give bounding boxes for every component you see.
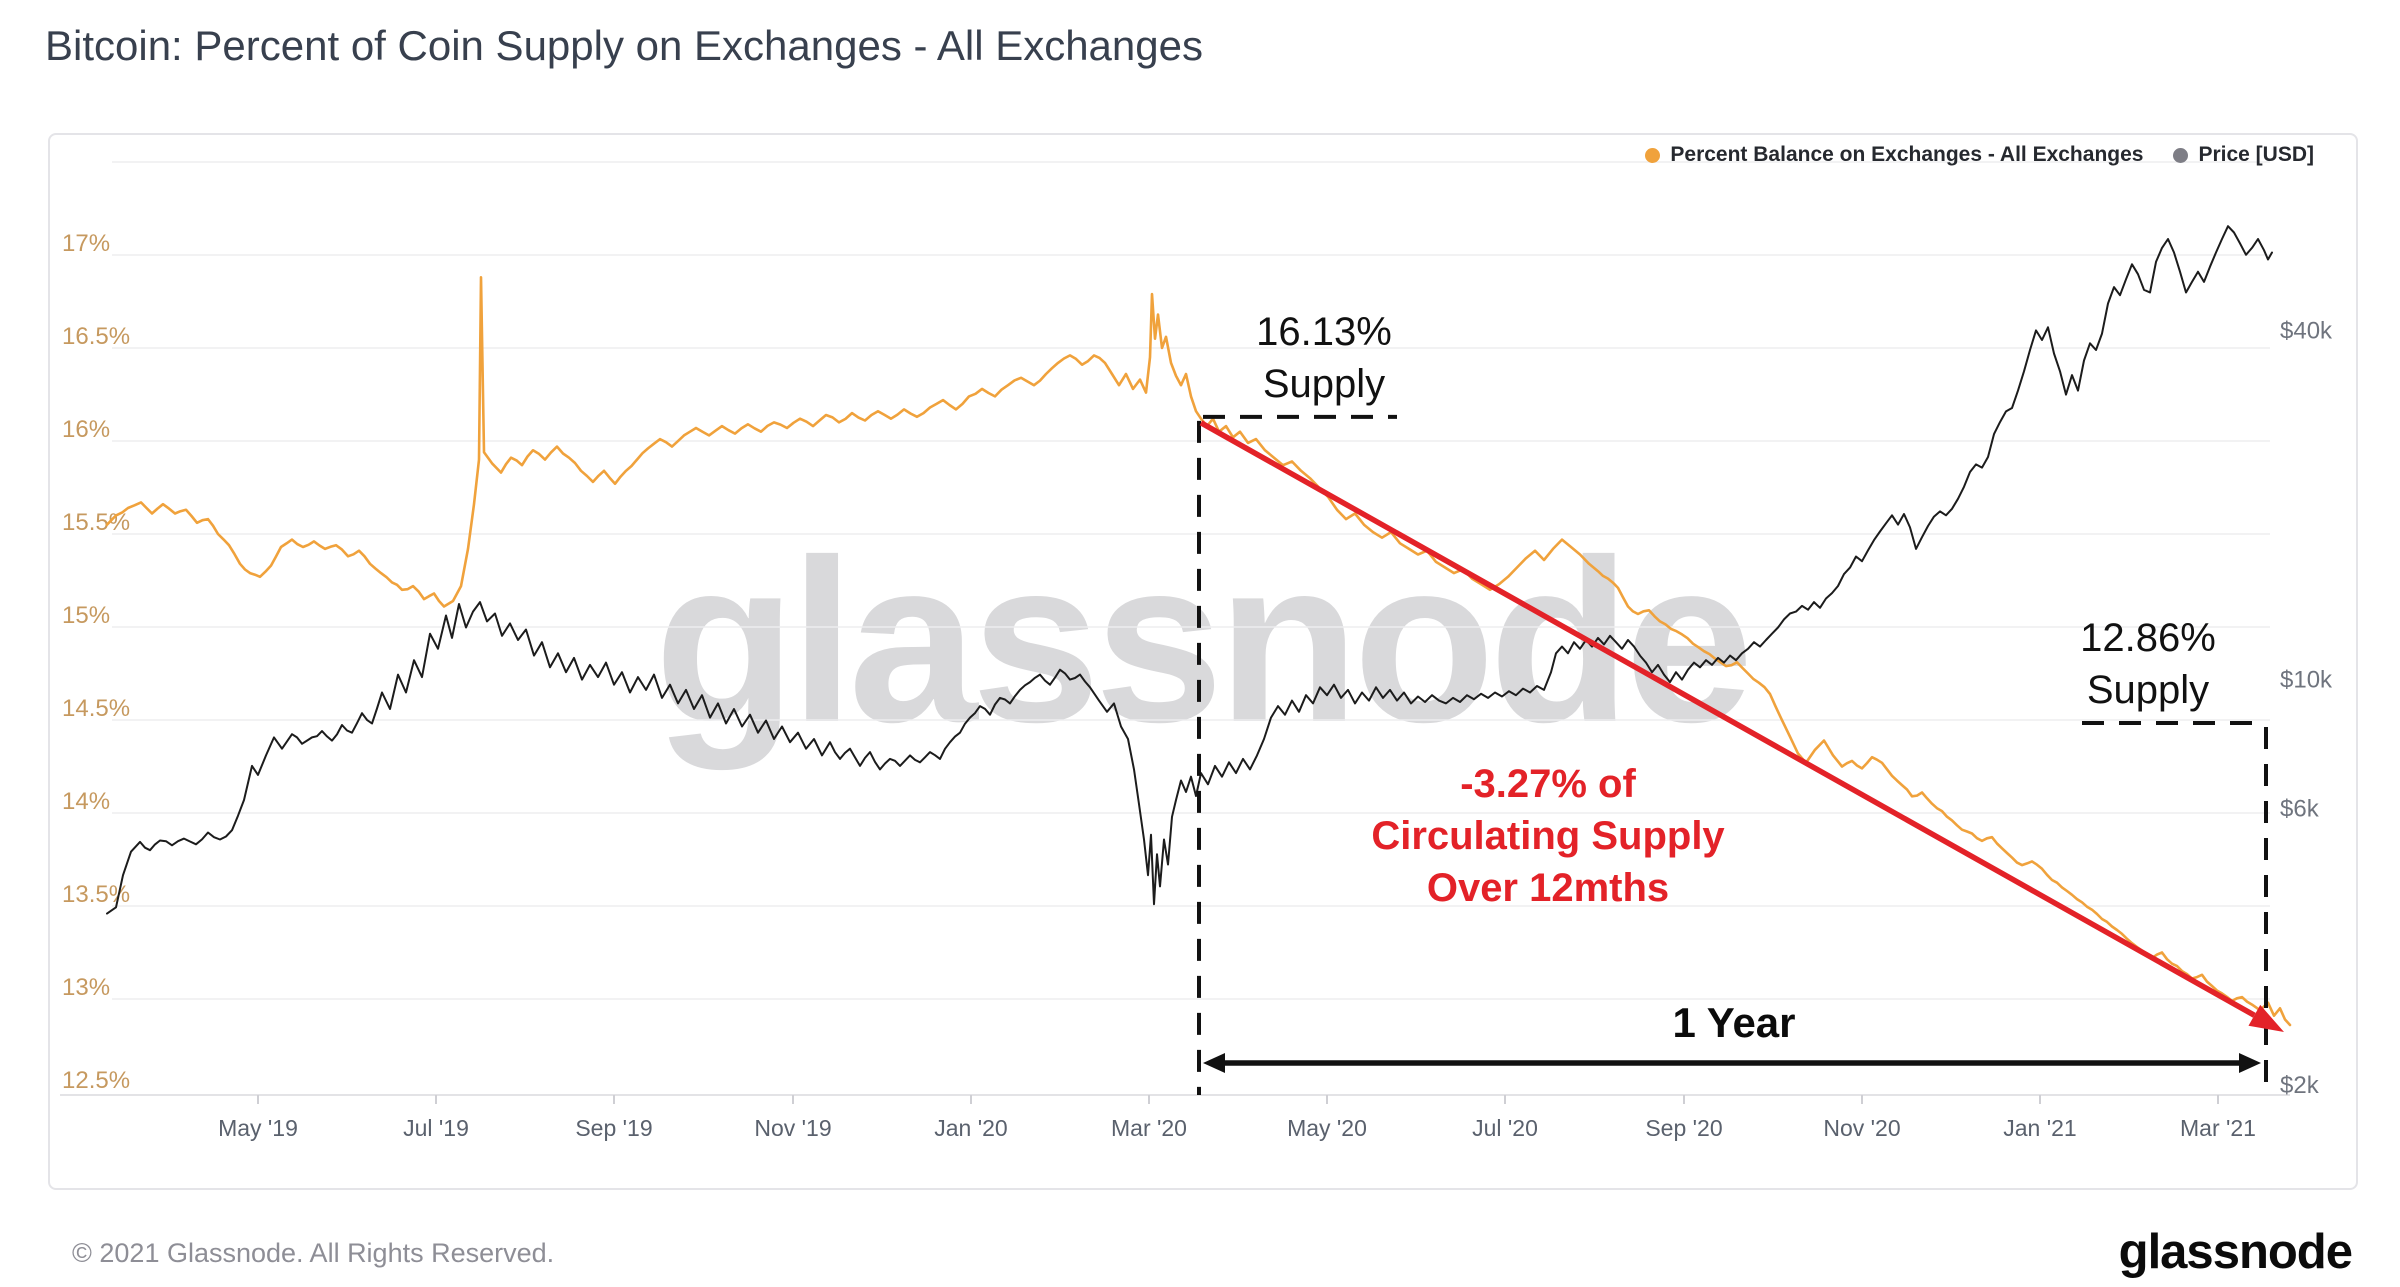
y-axis-right-tick-label: $6k (2280, 795, 2320, 822)
y-axis-right-tick-label: $10k (2280, 667, 2333, 694)
y-axis-right-tick-label: $2k (2280, 1072, 2320, 1099)
annotation-start-supply: 16.13% Supply (1256, 310, 1392, 406)
y-axis-left-tick-label: 16% (62, 416, 110, 443)
y-axis-left-tick-label: 17% (62, 230, 110, 257)
series-layer (105, 225, 2292, 1027)
y-axis-left-tick-label: 14.5% (62, 695, 130, 722)
legend-dot-icon (2173, 147, 2189, 163)
chart-legend: Percent Balance on Exchanges - All Excha… (1645, 143, 2314, 167)
y-axis-left-tick-label: 12.5% (62, 1067, 130, 1094)
x-axis-tick-label: Sep '20 (1645, 1115, 1722, 1141)
chart-panel (48, 133, 2358, 1190)
x-axis-tick-label: Jan '21 (2003, 1115, 2076, 1141)
x-axis-tick-label: Nov '19 (754, 1115, 831, 1141)
y-axis-right-tick-label: $40k (2280, 317, 2333, 344)
glassnode-logo: glassnode (2118, 1225, 2353, 1279)
y-axis-left-tick-label: 16.5% (62, 323, 130, 350)
gridlines-layer: 17%16.5%16%15.5%15%14.5%14%13.5%13%12.5%… (60, 161, 2333, 1141)
legend-dot-icon (1645, 147, 1661, 163)
red-trend-arrowhead (2248, 1004, 2284, 1032)
series-line-price (106, 225, 2273, 915)
legend-item-percent-balance[interactable]: Percent Balance on Exchanges - All Excha… (1645, 143, 2143, 167)
x-axis-tick-label: Jul '19 (403, 1115, 469, 1141)
one-year-arrowhead-left (1203, 1053, 1225, 1073)
x-axis-tick-label: Jan '20 (934, 1115, 1007, 1141)
legend-item-price[interactable]: Price [USD] (2173, 143, 2314, 167)
x-axis-tick-label: May '20 (1287, 1115, 1367, 1141)
y-axis-left-tick-label: 15% (62, 602, 110, 629)
series-line-percent-balance (105, 276, 2292, 1027)
x-axis-tick-label: May '19 (218, 1115, 298, 1141)
x-axis-tick-label: Mar '20 (1111, 1115, 1187, 1141)
x-axis-tick-label: Nov '20 (1823, 1115, 1900, 1141)
legend-item-label: Percent Balance on Exchanges - All Excha… (1670, 143, 2144, 166)
x-axis-tick-label: Sep '19 (575, 1115, 652, 1141)
annotation-end-supply: 12.86% Supply (2080, 616, 2216, 712)
one-year-arrowhead-right (2239, 1053, 2261, 1073)
annotations-layer: 16.13% Supply 12.86% Supply -3.27% of Circula… (1197, 310, 2284, 1095)
glassnode-watermark: glassnode (654, 512, 1753, 771)
x-axis-tick-label: Mar '21 (2180, 1115, 2256, 1141)
legend-item-label: Price [USD] (2198, 143, 2314, 166)
copyright-text: © 2021 Glassnode. All Rights Reserved. (72, 1238, 555, 1268)
red-trend-arrow-line (1199, 420, 2256, 1018)
annotation-one-year-label: 1 Year (1672, 999, 1795, 1046)
page-title: Bitcoin: Percent of Coin Supply on Excha… (45, 22, 1203, 69)
y-axis-left-tick-label: 13% (62, 974, 110, 1001)
x-axis-tick-label: Jul '20 (1472, 1115, 1538, 1141)
annotation-delta-supply: -3.27% of Circulating Supply Over 12mths (1371, 762, 1725, 910)
y-axis-left-tick-label: 14% (62, 788, 110, 815)
